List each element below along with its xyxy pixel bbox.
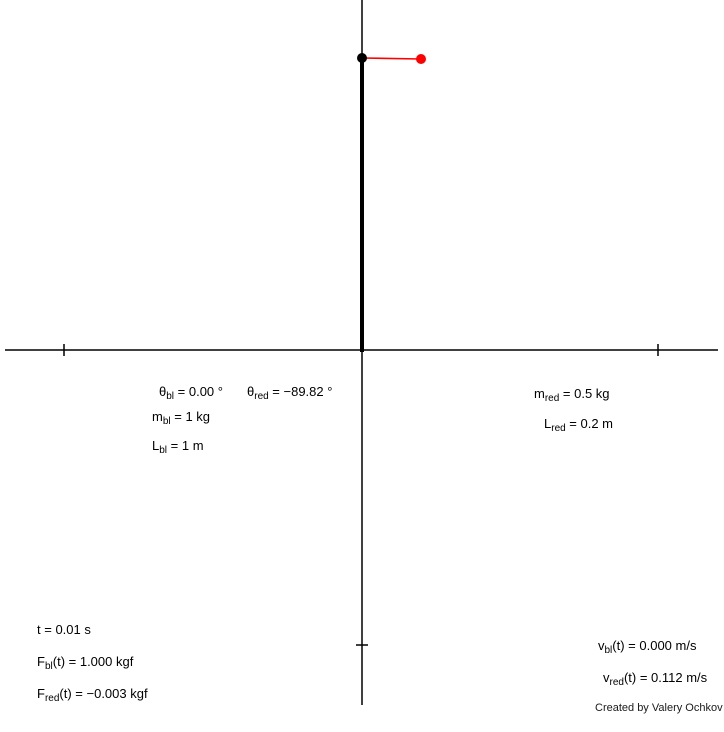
- length-bl-subscript: bl: [159, 445, 168, 456]
- mass-bl-subscript: bl: [162, 416, 171, 427]
- label-length-red: Lred = 0.2 m: [544, 416, 614, 434]
- length-red-subscript: red: [551, 423, 566, 434]
- length-red-symbol: L: [544, 416, 552, 431]
- theta-red-symbol: θ: [247, 384, 255, 399]
- theta-red-value: = −89.82 °: [268, 384, 333, 399]
- label-theta-bl: θbl = 0.00 °: [159, 384, 223, 402]
- label-force-red: Fred(t) = −0.003 kgf: [37, 686, 148, 704]
- force-red-subscript: red: [44, 693, 60, 704]
- length-bl-symbol: L: [152, 438, 160, 453]
- force-bl-subscript: bl: [44, 661, 53, 672]
- velocity-red-value: (t) = 0.112 m/s: [623, 670, 708, 685]
- label-time: t = 0.01 s: [37, 622, 91, 639]
- time-symbol: t: [37, 622, 41, 637]
- label-theta-red: θred = −89.82 °: [247, 384, 333, 402]
- label-velocity-red: vred(t) = 0.112 m/s: [603, 670, 708, 688]
- red-pendulum-rod: [361, 57, 422, 60]
- force-red-value: (t) = −0.003 kgf: [59, 686, 148, 701]
- theta-bl-symbol: θ: [159, 384, 167, 399]
- mass-bl-value: = 1 kg: [170, 409, 211, 424]
- force-bl-symbol: F: [37, 654, 45, 669]
- bob-red: [416, 54, 426, 64]
- time-value: = 0.01 s: [40, 622, 91, 637]
- label-velocity-bl: vbl(t) = 0.000 m/s: [598, 638, 697, 656]
- velocity-bl-subscript: bl: [604, 645, 613, 656]
- mass-red-value: = 0.5 kg: [559, 386, 610, 401]
- credit-text: Created by Valery Ochkov: [595, 702, 723, 714]
- label-length-bl: Lbl = 1 m: [152, 438, 204, 456]
- mass-red-symbol: m: [534, 386, 545, 401]
- mass-bl-symbol: m: [152, 409, 163, 424]
- length-bl-value: = 1 m: [167, 438, 204, 453]
- velocity-red-symbol: v: [603, 670, 610, 685]
- theta-bl-value: = 0.00 °: [174, 384, 223, 399]
- velocity-bl-symbol: v: [598, 638, 605, 653]
- velocity-bl-value: (t) = 0.000 m/s: [612, 638, 697, 653]
- pivot-bob-black: [357, 53, 367, 63]
- label-mass-red: mred = 0.5 kg: [534, 386, 610, 404]
- mass-red-subscript: red: [544, 393, 560, 404]
- theta-red-subscript: red: [254, 391, 269, 402]
- force-bl-value: (t) = 1.000 kgf: [52, 654, 134, 669]
- theta-bl-subscript: bl: [166, 391, 175, 402]
- force-red-symbol: F: [37, 686, 45, 701]
- label-force-bl: Fbl(t) = 1.000 kgf: [37, 654, 134, 672]
- length-red-value: = 0.2 m: [565, 416, 614, 431]
- label-mass-bl: mbl = 1 kg: [152, 409, 211, 427]
- velocity-red-subscript: red: [609, 677, 624, 688]
